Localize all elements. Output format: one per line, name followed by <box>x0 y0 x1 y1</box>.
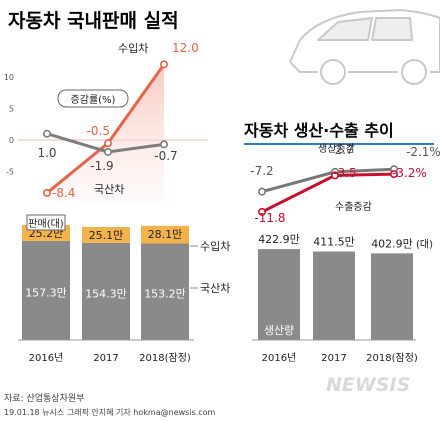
y-tick-label: 5 <box>9 105 14 114</box>
domestic-series-label: 국산차 <box>94 183 124 196</box>
domestic-sales-label: 154.3만 <box>85 287 127 300</box>
domestic-growth-point <box>42 129 51 138</box>
legend-box <box>57 89 129 108</box>
sales-category-label: 2018(잠정) <box>139 352 191 364</box>
car-illustration <box>289 9 440 85</box>
import-sales-bar <box>141 225 189 244</box>
prod-export-lines <box>261 167 395 214</box>
domestic-bar-legend: 국산차 <box>200 282 230 295</box>
production-growth-point <box>257 187 266 196</box>
source-note: 자료: 산업통상자원부 <box>4 394 85 404</box>
sales-category-label: 2017 <box>93 353 118 364</box>
export-growth-label: -3.5 <box>333 166 356 180</box>
production-bar <box>371 253 413 340</box>
export-series-label: 수출증감 <box>335 201 372 213</box>
production-categories: 2016년 2017 2018(잠정) <box>262 352 418 364</box>
y-tick-label: 10 <box>4 73 14 82</box>
production-category-label: 2016년 <box>262 352 297 364</box>
production-category-label: 2017 <box>321 353 346 364</box>
left-title: 자동차 국내판매 실적 <box>8 10 179 32</box>
sales-unit-box <box>26 214 66 231</box>
right-title-underline <box>244 143 434 145</box>
domestic-sales-bar <box>141 243 189 340</box>
production-value-label: 411.5만 <box>313 236 355 249</box>
production-growth-label: -7.2 <box>250 164 273 178</box>
import-area <box>47 64 164 204</box>
production-bar <box>313 251 355 340</box>
legend-label: 증감률(%) <box>71 94 116 106</box>
import-sales-bar <box>82 226 130 243</box>
import-growth-label: -8.4 <box>52 186 75 200</box>
export-growth-point <box>330 171 339 180</box>
y-tick-label: 0 <box>9 136 14 145</box>
import-growth-point <box>104 139 113 148</box>
production-bars <box>252 249 416 341</box>
credit-note: 19.01.18 뉴시스 그래픽 안지혜 기자 hokma@newsis.com <box>4 408 216 417</box>
import-growth-label: 12.0 <box>172 41 199 55</box>
sales-bars <box>18 225 194 341</box>
production-series-label: 생산량 <box>264 324 294 337</box>
export-growth-point <box>389 170 398 179</box>
domestic-sales-label: 153.2만 <box>144 288 186 301</box>
sales-unit-label: 판매(대) <box>28 218 64 230</box>
import-growth-point <box>160 60 169 69</box>
growth-points <box>42 60 169 197</box>
sales-category-label: 2016년 <box>29 352 64 364</box>
sales-labels: 25.2만157.3만25.1만154.3만28.1만153.2만판매(대)수입… <box>25 214 230 301</box>
domestic-sales-bar <box>22 240 70 340</box>
import-sales-label: 28.1만 <box>148 228 183 241</box>
right-title: 자동차 생산·수출 추이 <box>244 121 394 140</box>
brand-watermark: NEWSIS <box>326 374 411 396</box>
import-growth-label: -0.5 <box>87 124 110 138</box>
export-growth-label: -11.8 <box>254 211 285 225</box>
import-growth-point <box>42 188 51 197</box>
domestic-growth-label: 1.0 <box>37 146 56 160</box>
production-unit-label: (대) <box>416 238 433 250</box>
growth-y-ticks: 10 5 0 -5 <box>4 73 14 177</box>
import-bar-legend: 수입차 <box>200 240 230 253</box>
production-value-label: 422.9만 <box>258 233 300 246</box>
domestic-sales-label: 157.3만 <box>25 286 67 299</box>
prod-export-points <box>257 165 398 216</box>
domestic-sales-bar <box>82 242 130 340</box>
production-growth-label: -2.7 <box>330 143 353 157</box>
y-tick-label: -5 <box>6 168 14 177</box>
production-category-label: 2018(잠정) <box>366 352 418 364</box>
production-series-label: 생산증감 <box>318 143 355 155</box>
export-growth-line <box>261 172 395 214</box>
export-growth-point <box>257 207 266 216</box>
production-bar <box>258 249 300 340</box>
export-growth-label: -3.2% <box>392 166 427 180</box>
domestic-growth-point <box>104 147 113 156</box>
domestic-growth-label: -1.9 <box>90 159 113 173</box>
production-growth-label: -2.1% <box>406 145 440 159</box>
domestic-growth-label: -0.7 <box>154 149 177 163</box>
sales-categories: 2016년 2017 2018(잠정) <box>29 352 191 364</box>
production-labels: 422.9만 411.5만 402.9만 (대) 생산량 <box>258 233 433 337</box>
domestic-growth-point <box>160 140 169 149</box>
import-sales-label: 25.1만 <box>89 229 124 242</box>
production-value-label: 402.9만 <box>371 237 413 250</box>
import-series-label: 수입차 <box>118 42 148 55</box>
